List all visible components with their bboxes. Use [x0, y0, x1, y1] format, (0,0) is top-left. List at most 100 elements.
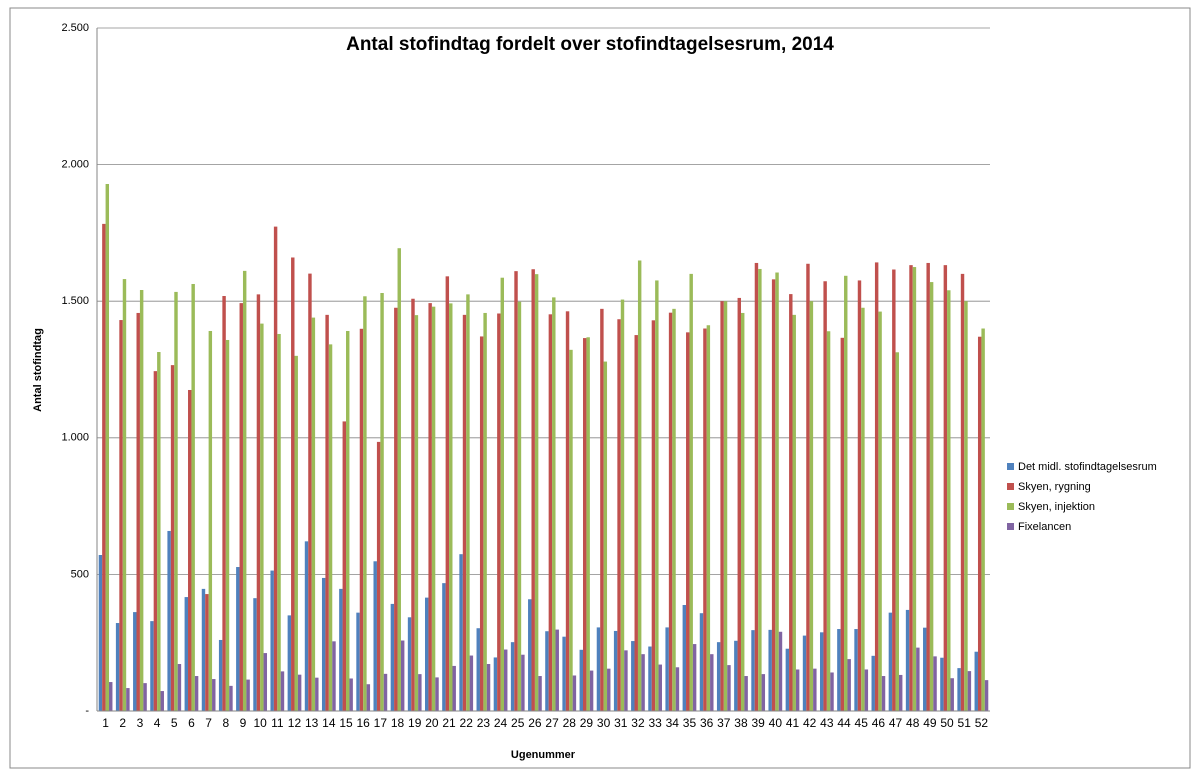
bar — [802, 635, 807, 711]
x-tick-label: 24 — [494, 716, 508, 730]
x-tick-label: 23 — [477, 716, 491, 730]
bar — [720, 301, 724, 711]
bar — [349, 678, 353, 711]
bar — [950, 678, 954, 711]
bar — [188, 389, 192, 711]
x-tick-label: 7 — [205, 716, 212, 730]
bar — [194, 676, 199, 711]
bar — [428, 303, 432, 711]
x-tick-label: 52 — [975, 716, 989, 730]
bar — [390, 603, 395, 711]
x-tick-label: 31 — [614, 716, 628, 730]
bar — [706, 325, 711, 711]
bar — [984, 680, 989, 711]
bar — [771, 279, 776, 711]
y-tick-label: 2.000 — [61, 159, 89, 171]
bar — [734, 640, 738, 711]
legend-label: Fixelancen — [1018, 521, 1071, 533]
bar — [795, 669, 800, 711]
x-tick-label: 29 — [580, 716, 594, 730]
bar — [133, 612, 137, 711]
x-tick-label: 11 — [271, 716, 284, 730]
bar — [483, 312, 487, 711]
bar — [442, 583, 446, 711]
x-tick-label: 49 — [923, 716, 937, 730]
bar — [682, 604, 687, 711]
bar — [239, 303, 243, 711]
bar — [160, 691, 164, 711]
bar — [947, 290, 951, 711]
bar — [528, 599, 532, 711]
bar — [315, 677, 319, 711]
bar — [634, 335, 638, 711]
x-tick-label: 27 — [545, 716, 559, 730]
legend-swatch — [1007, 523, 1014, 530]
bar — [170, 365, 175, 711]
y-axis-title: Antal stofindtag — [32, 328, 44, 412]
bar — [960, 273, 965, 711]
bar — [229, 685, 233, 711]
x-tick-label: 36 — [700, 716, 714, 730]
bar — [665, 627, 669, 711]
x-tick-label: 13 — [305, 716, 319, 730]
bar — [586, 337, 590, 711]
bar — [940, 657, 944, 711]
y-tick-label: 1.500 — [61, 295, 89, 307]
bar — [744, 676, 748, 711]
bar — [830, 672, 834, 711]
x-tick-label: 22 — [460, 716, 474, 730]
bar — [703, 328, 707, 711]
bar — [98, 555, 103, 711]
bar — [675, 667, 680, 711]
bar — [572, 675, 577, 711]
x-tick-label: 46 — [872, 716, 886, 730]
bar — [177, 664, 182, 711]
bar — [861, 307, 865, 711]
x-tick-label: 37 — [717, 716, 731, 730]
bar — [425, 597, 429, 711]
bar — [792, 314, 796, 711]
bar — [754, 262, 759, 711]
x-tick-label: 33 — [648, 716, 662, 730]
bar — [692, 644, 697, 711]
x-tick-label: 42 — [803, 716, 817, 730]
bar — [311, 317, 316, 711]
bar — [414, 315, 419, 711]
bar — [686, 332, 690, 711]
bar — [923, 627, 927, 711]
bar — [225, 339, 230, 711]
bar — [943, 265, 948, 711]
bar — [462, 314, 467, 711]
bar — [531, 269, 535, 711]
bar — [122, 279, 127, 711]
bar — [727, 665, 731, 711]
bar — [380, 293, 384, 711]
bar — [737, 297, 741, 711]
bar — [957, 668, 961, 711]
bar — [617, 319, 621, 711]
bar — [916, 647, 920, 711]
x-tick-label: 19 — [408, 716, 422, 730]
bar — [854, 629, 858, 711]
bar — [280, 671, 285, 711]
bar — [641, 654, 645, 711]
bar — [497, 313, 501, 711]
bar — [346, 330, 350, 711]
bar — [500, 277, 505, 711]
bar — [964, 301, 968, 711]
bar — [909, 265, 913, 711]
bar — [740, 312, 745, 711]
legend-label: Skyen, injektion — [1018, 501, 1095, 513]
bar — [967, 671, 972, 711]
bar — [363, 296, 367, 711]
x-tick-label: 3 — [137, 716, 144, 730]
x-tick-label: 51 — [958, 716, 972, 730]
bar — [552, 297, 556, 711]
x-tick-label: 50 — [940, 716, 954, 730]
bar — [837, 629, 841, 711]
legend-swatch — [1007, 503, 1014, 510]
bar — [411, 298, 415, 711]
bar — [242, 270, 247, 711]
